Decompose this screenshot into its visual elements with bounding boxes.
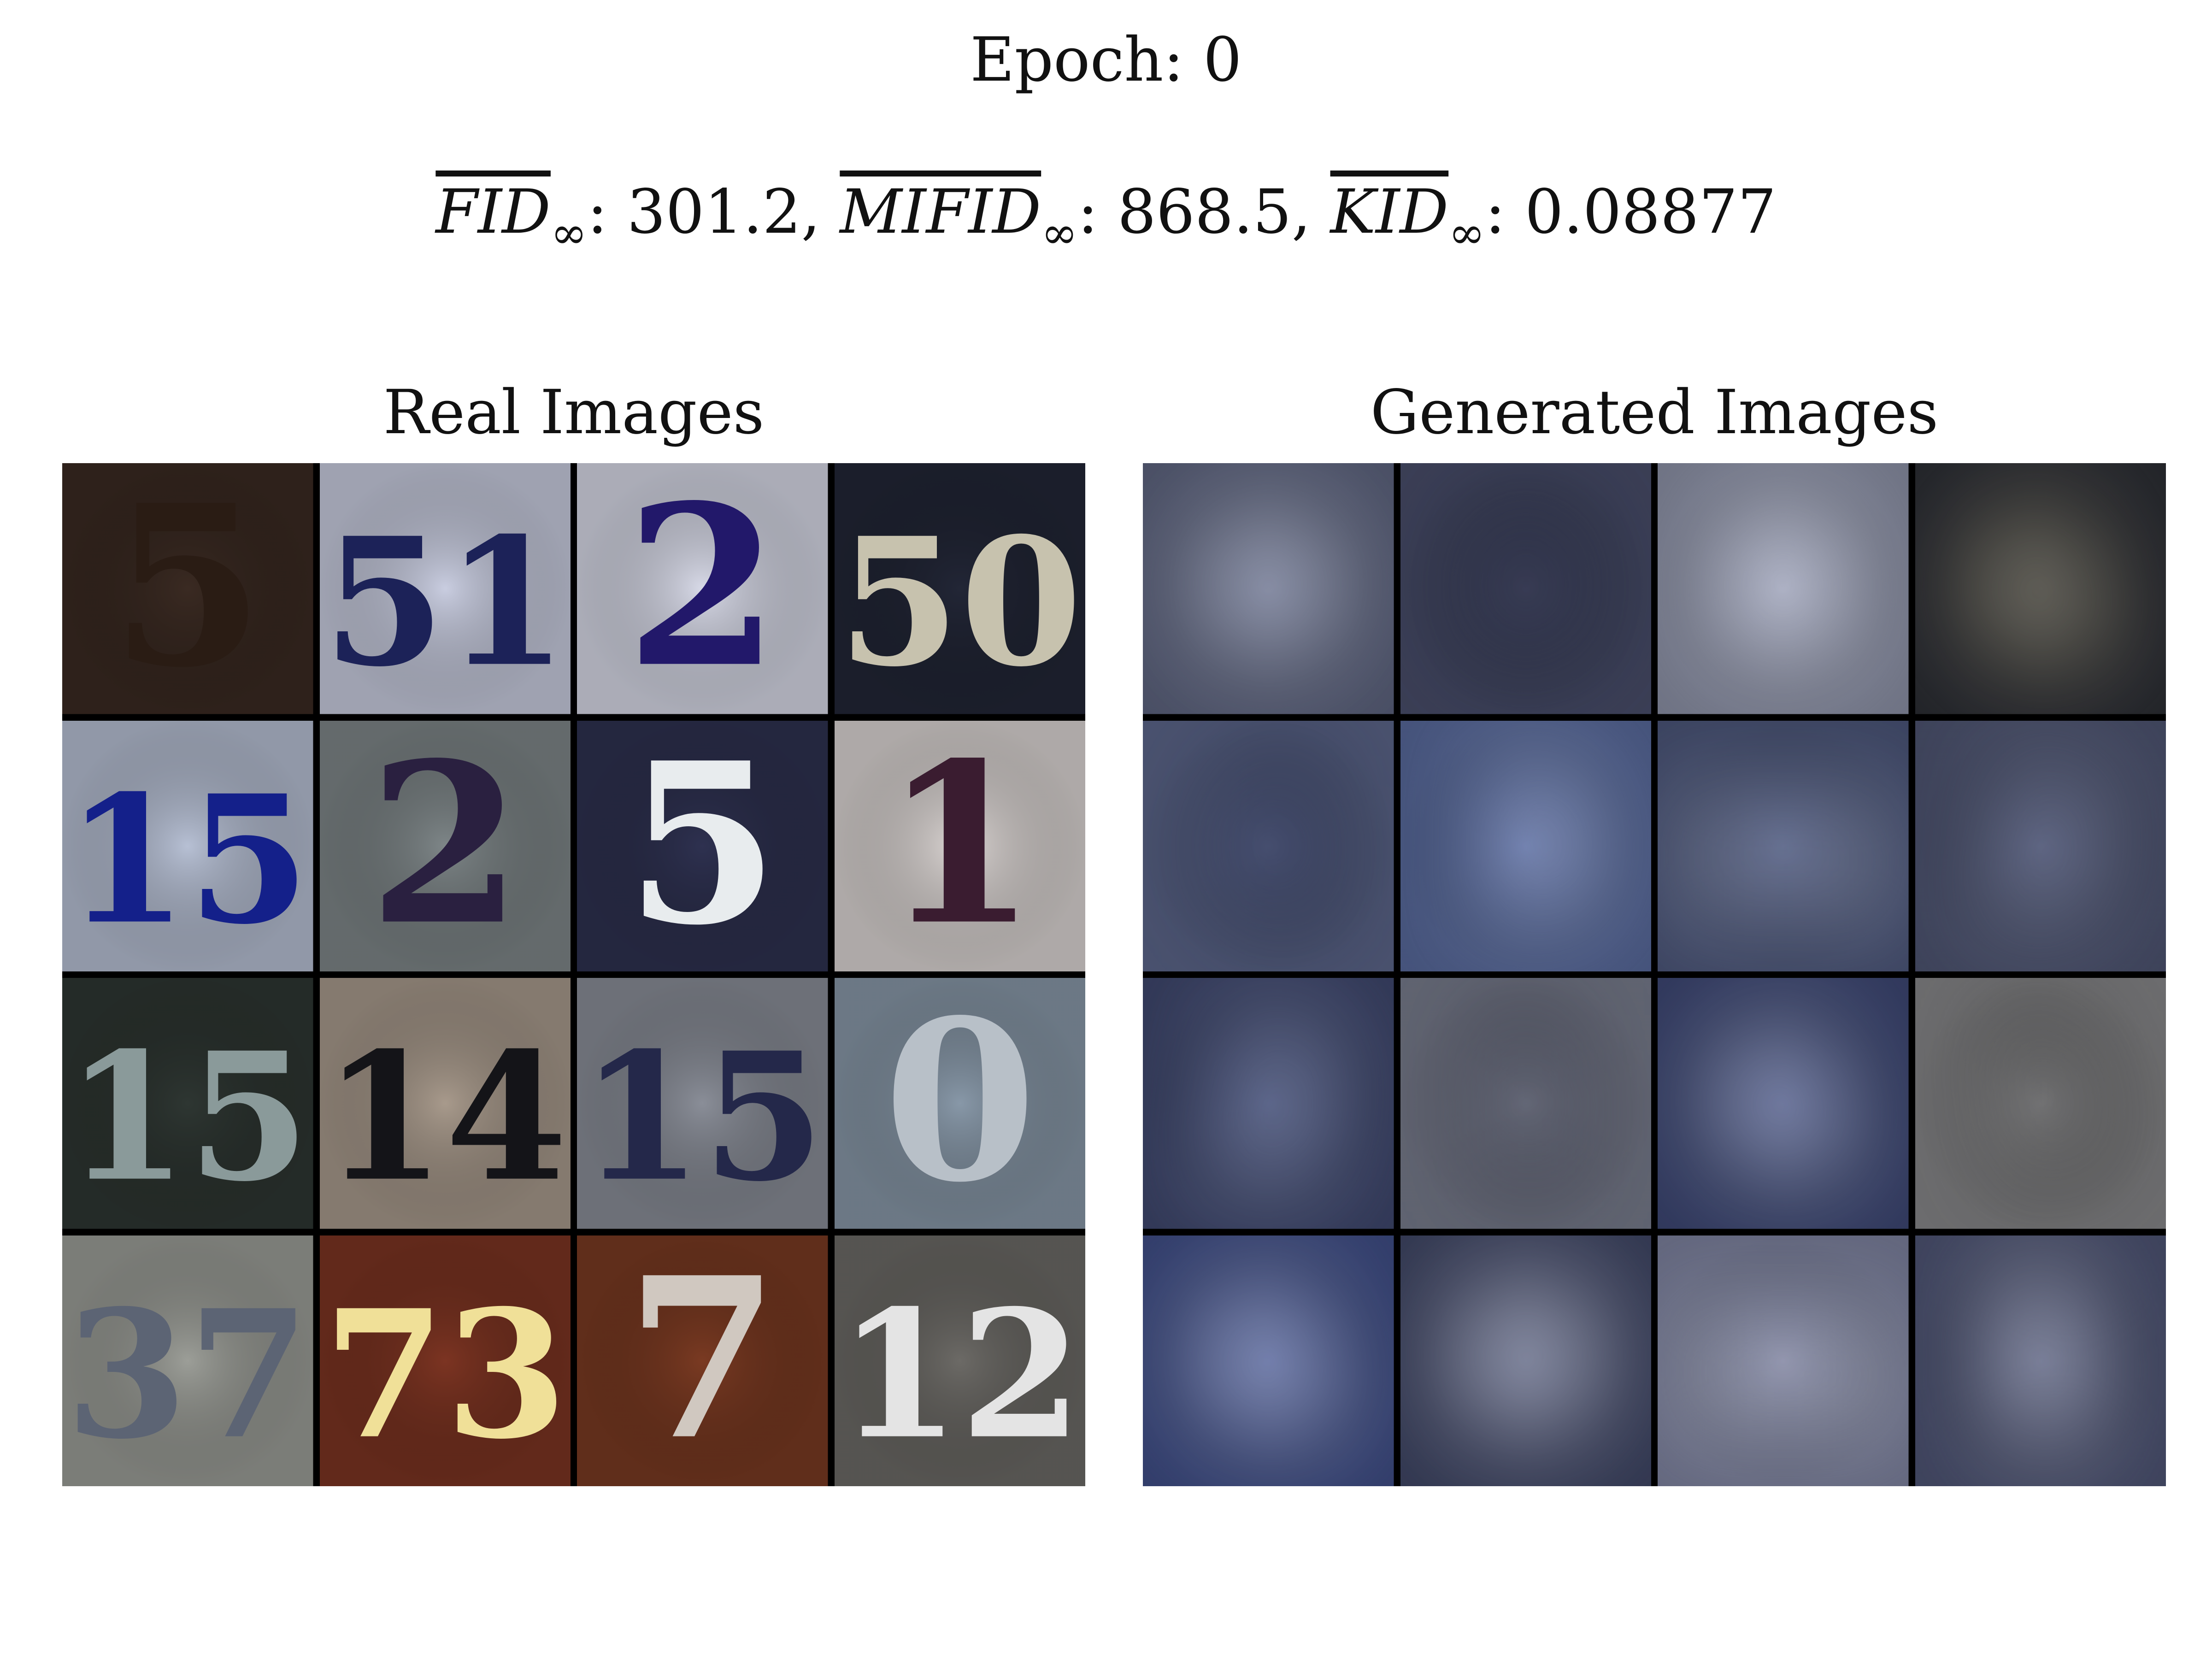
metric-value: 0.08877 bbox=[1524, 176, 1777, 247]
digit-glyph: 4 bbox=[1192, 721, 1345, 972]
real-image-5: 15 bbox=[62, 720, 313, 971]
digit-glyph: 1 bbox=[1449, 978, 1602, 1229]
metric-separator: , bbox=[801, 176, 840, 247]
real-image-11: 15 bbox=[577, 978, 828, 1229]
digit-glyph: 5 bbox=[626, 721, 779, 972]
digit-glyph: 2 bbox=[626, 463, 779, 714]
metric-name: MIFID bbox=[840, 176, 1041, 247]
digit-glyph: 3 bbox=[1449, 721, 1602, 972]
real-image-13: 37 bbox=[62, 1235, 313, 1486]
metric-name: KID bbox=[1330, 176, 1449, 247]
real-image-12: 0 bbox=[834, 978, 1085, 1229]
real-image-14: 73 bbox=[319, 1235, 571, 1486]
digit-glyph: 11 bbox=[1661, 1271, 1905, 1477]
metrics-line: FID∞: 301.2, MIFID∞: 868.5, KID∞: 0.0887… bbox=[0, 175, 2212, 259]
epoch-title: Epoch: 0 bbox=[970, 24, 1242, 95]
metric-value: 868.5 bbox=[1117, 176, 1292, 247]
generated-image-14: 0 bbox=[1400, 1235, 1651, 1487]
digit-glyph: 15 bbox=[65, 756, 310, 963]
digit-glyph: 12 bbox=[838, 1271, 1082, 1477]
digit-glyph: 73 bbox=[323, 1271, 567, 1477]
digit-glyph: 1 bbox=[883, 721, 1036, 972]
generated-images-title: Generated Images bbox=[1370, 377, 1939, 448]
generated-image-2: 8 bbox=[1400, 463, 1651, 714]
generated-image-11: 6 bbox=[1658, 978, 1909, 1229]
generated-image-10: 1 bbox=[1400, 978, 1651, 1229]
digit-glyph: 15 bbox=[580, 1014, 824, 1220]
generated-image-15: 11 bbox=[1658, 1235, 1909, 1486]
digit-glyph: 8 bbox=[1449, 463, 1602, 714]
digit-glyph: 2 bbox=[368, 721, 522, 972]
digit-glyph: 1 bbox=[1964, 1235, 2117, 1487]
real-images-grid: 5 51 2 50 15 2 5 1 15 14 15 0 37 73 7 12 bbox=[62, 463, 1085, 1486]
digit-glyph: 0 bbox=[1192, 463, 1345, 714]
generated-image-12: 5 bbox=[1915, 978, 2166, 1229]
generated-image-3: 8 bbox=[1658, 463, 1909, 714]
real-images-title: Real Images bbox=[383, 377, 765, 448]
generated-image-7: 11 bbox=[1658, 720, 1909, 971]
metric-name: FID bbox=[435, 176, 551, 247]
real-image-4: 50 bbox=[834, 463, 1085, 714]
digit-glyph: 0 bbox=[883, 978, 1036, 1229]
generated-images-grid: 0 8 8 6 4 3 11 2 2 1 6 5 6 0 11 1 bbox=[1143, 463, 2166, 1486]
generated-image-16: 1 bbox=[1915, 1235, 2166, 1487]
generated-image-5: 4 bbox=[1143, 720, 1394, 972]
generated-image-8: 2 bbox=[1915, 720, 2166, 972]
real-image-6: 2 bbox=[319, 720, 571, 972]
metric-fid: FID∞: 301.2, bbox=[435, 176, 840, 259]
real-image-2: 51 bbox=[319, 463, 571, 714]
digit-glyph: 2 bbox=[1192, 978, 1345, 1229]
digit-glyph: 14 bbox=[323, 1014, 567, 1220]
digit-glyph: 15 bbox=[65, 1014, 310, 1220]
metric-mifid: MIFID∞: 868.5, bbox=[840, 176, 1330, 259]
generated-image-9: 2 bbox=[1143, 978, 1394, 1229]
generated-image-4: 6 bbox=[1915, 463, 2166, 714]
real-image-9: 15 bbox=[62, 978, 313, 1229]
digit-glyph: 8 bbox=[1706, 463, 1860, 714]
real-image-15: 7 bbox=[577, 1235, 828, 1487]
metric-kid: KID∞: 0.08877 bbox=[1330, 176, 1777, 259]
real-image-10: 14 bbox=[319, 978, 571, 1229]
real-image-3: 2 bbox=[577, 463, 828, 714]
real-image-8: 1 bbox=[834, 720, 1085, 972]
digit-glyph: 51 bbox=[323, 499, 567, 706]
digit-glyph: 5 bbox=[111, 463, 265, 714]
digit-glyph: 50 bbox=[838, 499, 1082, 706]
metric-value: 301.2 bbox=[627, 176, 801, 247]
digit-glyph: 5 bbox=[1964, 978, 2117, 1229]
metric-separator: , bbox=[1291, 176, 1330, 247]
digit-glyph: 37 bbox=[65, 1271, 310, 1477]
real-image-7: 5 bbox=[577, 720, 828, 972]
metric-subscript: ∞ bbox=[1448, 208, 1485, 259]
generated-image-6: 3 bbox=[1400, 720, 1651, 972]
digit-glyph: 7 bbox=[626, 1235, 779, 1487]
generated-image-13: 6 bbox=[1143, 1235, 1394, 1487]
real-image-1: 5 bbox=[62, 463, 313, 714]
digit-glyph: 0 bbox=[1449, 1235, 1602, 1487]
real-image-16: 12 bbox=[834, 1235, 1085, 1486]
metric-subscript: ∞ bbox=[1041, 208, 1078, 259]
generated-image-1: 0 bbox=[1143, 463, 1394, 714]
metric-subscript: ∞ bbox=[550, 208, 588, 259]
digit-glyph: 11 bbox=[1661, 756, 1905, 963]
digit-glyph: 2 bbox=[1964, 721, 2117, 972]
digit-glyph: 6 bbox=[1964, 463, 2117, 714]
digit-glyph: 6 bbox=[1192, 1235, 1345, 1487]
digit-glyph: 6 bbox=[1706, 978, 1860, 1229]
